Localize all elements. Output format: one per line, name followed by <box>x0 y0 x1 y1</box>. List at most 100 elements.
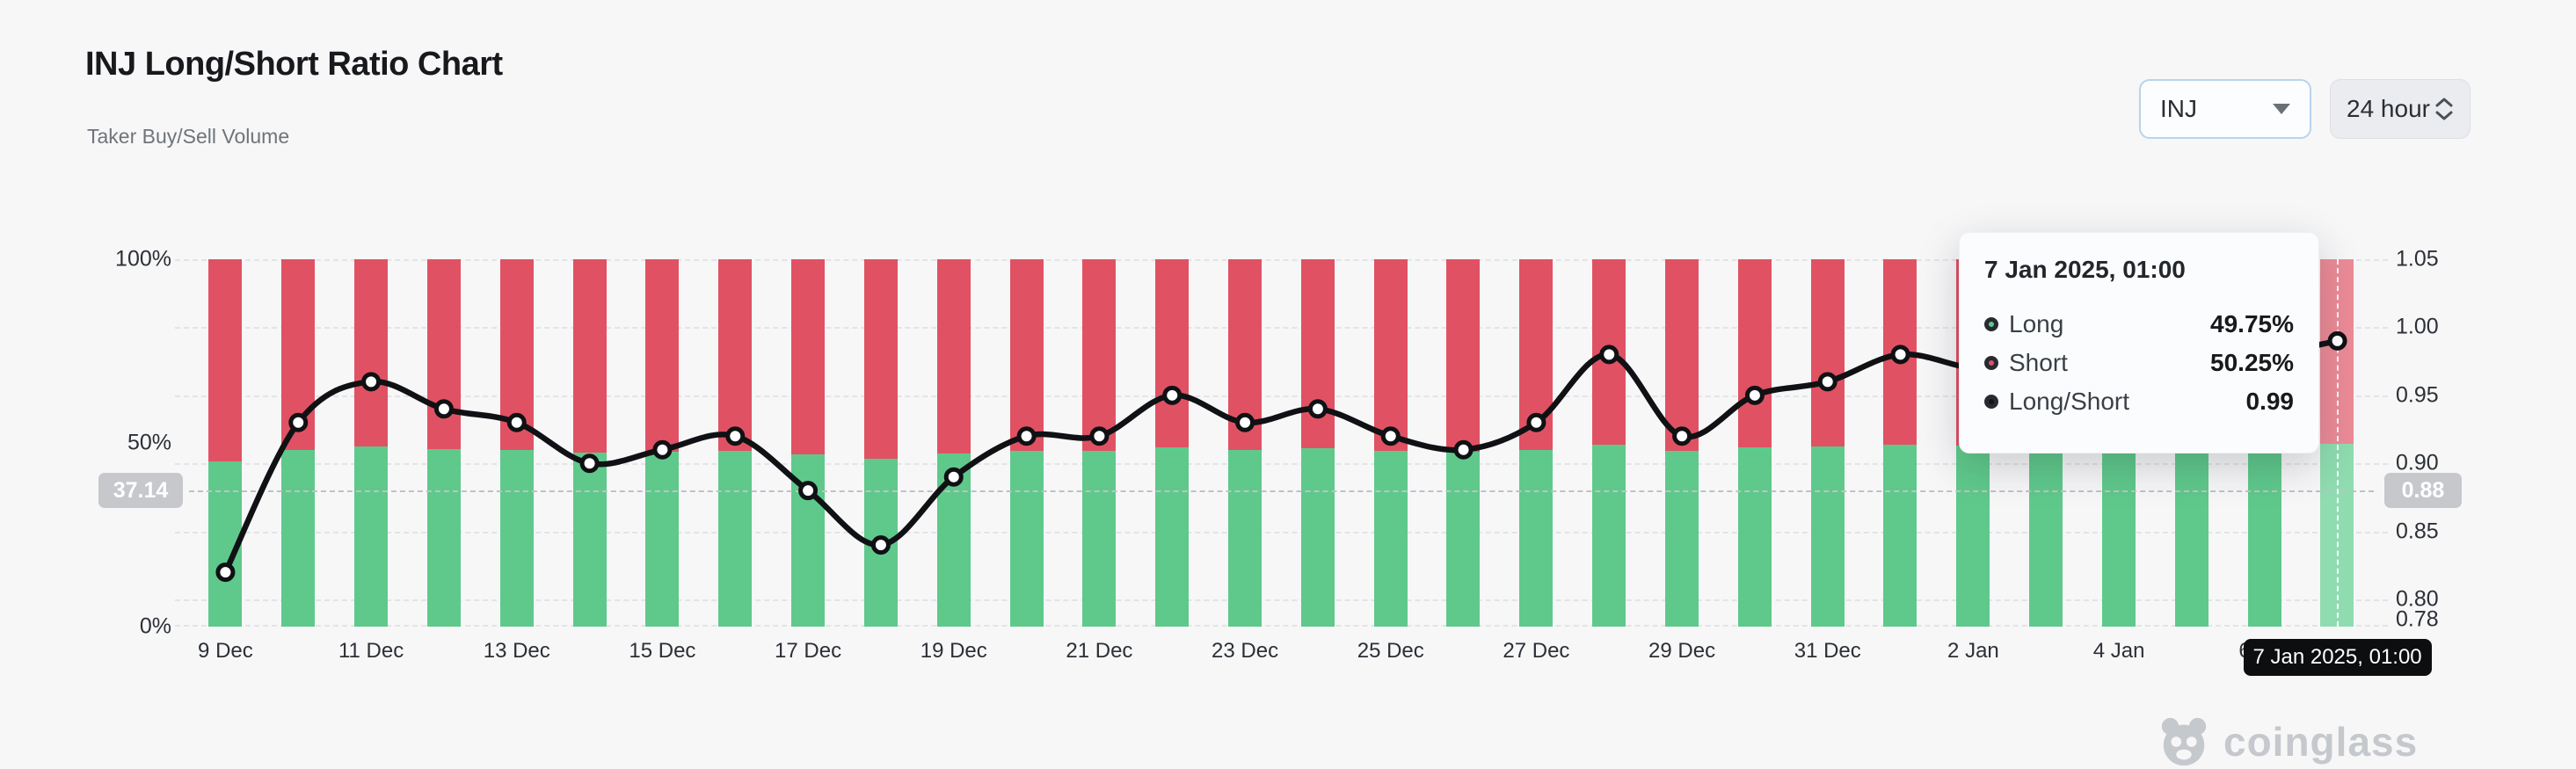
short-bar <box>1810 259 1845 447</box>
series-dot-icon <box>1984 317 1998 331</box>
bar-slot-30-dec[interactable] <box>1718 259 1791 627</box>
ratio-data-point <box>506 412 527 432</box>
long-bar <box>718 450 753 627</box>
long-bar <box>354 446 389 627</box>
ratio-data-point <box>725 426 746 446</box>
long-bar <box>1155 447 1190 627</box>
x-axis-tick-label: 19 Dec <box>920 639 987 663</box>
long-bar <box>1737 447 1772 627</box>
x-axis-tick-label: 9 Dec <box>198 639 253 663</box>
interval-select[interactable]: 24 hour <box>2330 79 2470 139</box>
right-axis-tick-label: 0.78 <box>2396 606 2439 632</box>
chart-subtitle: Taker Buy/Sell Volume <box>87 125 290 148</box>
crosshair-left-value-badge: 37.14 <box>98 473 183 508</box>
series-dot-icon <box>1984 356 1998 370</box>
left-axis-tick-label: 50% <box>127 430 171 455</box>
bar-slot-22-dec[interactable] <box>1136 259 1209 627</box>
tooltip-series-value: 49.75% <box>2210 310 2294 337</box>
crosshair-horizontal-line <box>189 490 2374 492</box>
ratio-data-point <box>1817 372 1837 392</box>
ratio-data-point <box>1599 345 1619 365</box>
bar-slot-25-dec[interactable] <box>1354 259 1427 627</box>
bar-slot-21-dec[interactable] <box>1063 259 1136 627</box>
x-axis-tick-label: 11 Dec <box>338 639 404 663</box>
bar-slot-16-dec[interactable] <box>699 259 772 627</box>
ratio-data-point <box>1890 345 1910 365</box>
gridline <box>175 463 2388 466</box>
ratio-data-point <box>870 535 891 555</box>
page-title: INJ Long/Short Ratio Chart <box>85 46 503 83</box>
right-axis-tick-label: 0.90 <box>2396 450 2439 475</box>
ratio-data-point <box>215 562 236 583</box>
bar-slot-14-dec[interactable] <box>553 259 626 627</box>
short-bar <box>1009 259 1044 451</box>
bar-slot-24-dec[interactable] <box>1281 259 1354 627</box>
interval-select-value: 24 hour <box>2347 95 2430 122</box>
long-bar <box>499 449 534 627</box>
long-bar <box>1009 450 1044 627</box>
short-bar <box>1082 259 1117 451</box>
x-axis-tick-label: 31 Dec <box>1794 639 1861 663</box>
short-bar <box>354 259 389 447</box>
dropdown-arrow-icon <box>2273 104 2290 114</box>
long-bar <box>645 452 680 627</box>
updown-chevron-icon <box>2434 97 2454 121</box>
bar-slot-20-dec[interactable] <box>990 259 1063 627</box>
short-bar <box>1373 259 1408 451</box>
bar-slot-7-jan[interactable] <box>2301 259 2374 627</box>
ratio-data-point <box>1235 412 1255 432</box>
bar-slot-15-dec[interactable] <box>626 259 699 627</box>
x-axis-tick-label: 4 Jan <box>2092 639 2145 663</box>
ratio-data-point <box>1526 412 1546 432</box>
left-axis-tick-label: 0% <box>139 613 171 639</box>
long-bar <box>2247 445 2281 627</box>
ratio-data-point <box>1089 426 1110 446</box>
ratio-data-point <box>1380 426 1401 446</box>
short-bar <box>645 259 680 453</box>
ratio-data-point <box>288 412 309 432</box>
long-bar <box>2174 445 2209 627</box>
tooltip-series-label: Short <box>2009 349 2068 376</box>
short-bar <box>1155 259 1190 448</box>
crosshair-date-badge: 7 Jan 2025, 01:00 <box>2243 639 2432 676</box>
symbol-select[interactable]: INJ <box>2139 79 2311 139</box>
bar-slot-31-dec[interactable] <box>1791 259 1864 627</box>
x-axis-tick-label: 15 Dec <box>629 639 696 663</box>
bar-slot-9-dec[interactable] <box>189 259 262 627</box>
ratio-data-point <box>2327 330 2347 351</box>
gridline <box>175 531 2388 533</box>
right-axis-tick-label: 1.00 <box>2396 314 2439 339</box>
gridline <box>175 327 2388 330</box>
right-axis-tick-label: 0.85 <box>2396 519 2439 544</box>
long-bar <box>1373 450 1408 627</box>
chart-tooltip: 7 Jan 2025, 01:00 Long 49.75% Short 50.25% L… <box>1959 232 2319 453</box>
short-bar <box>572 259 607 453</box>
long-bar <box>1228 449 1262 627</box>
tooltip-series-value: 50.25% <box>2210 349 2294 376</box>
gridline <box>175 599 2388 602</box>
bar-slot-12-dec[interactable] <box>407 259 480 627</box>
ratio-data-point <box>579 453 600 474</box>
short-bar <box>936 259 971 454</box>
x-axis-tick-label: 25 Dec <box>1357 639 1424 663</box>
long-bar <box>281 449 316 627</box>
gridline <box>175 259 2388 261</box>
ratio-data-point <box>433 399 454 419</box>
bar-slot-29-dec[interactable] <box>1646 259 1719 627</box>
long-bar <box>2101 445 2136 627</box>
ratio-data-point <box>652 439 673 460</box>
long-bar <box>1664 450 1699 627</box>
x-axis-tick-label: 17 Dec <box>775 639 842 663</box>
gridline <box>175 625 2388 627</box>
short-bar <box>1664 259 1699 451</box>
right-axis-tick-label: 1.05 <box>2396 246 2439 272</box>
bar-slot-26-dec[interactable] <box>1427 259 1500 627</box>
bar-slot-28-dec[interactable] <box>1573 259 1646 627</box>
bar-slot-11-dec[interactable] <box>335 259 408 627</box>
ratio-data-point <box>1307 399 1328 419</box>
tooltip-series-value: 0.99 <box>2245 388 2295 415</box>
bar-slot-19-dec[interactable] <box>917 259 990 627</box>
panda-logo-icon <box>2161 717 2207 766</box>
ratio-data-point <box>1744 385 1765 405</box>
ratio-data-point <box>798 481 819 501</box>
